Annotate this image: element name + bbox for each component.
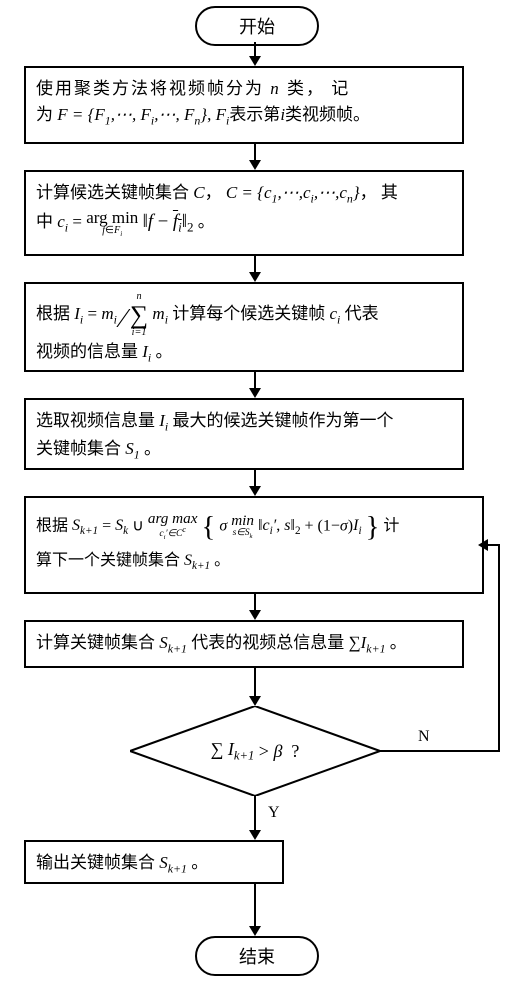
text: ， 其 [360, 183, 398, 202]
arrow-head-down-icon [249, 610, 261, 620]
text: 。 [390, 633, 407, 652]
text: 表示第 [229, 105, 280, 124]
var-sigma: σ [219, 517, 227, 534]
node-candset: 计算候选关键帧集合 C， C = {c1,⋯,ci,⋯,cn}， 其 中 ci … [24, 170, 464, 256]
text: 关键帧集合 [36, 439, 121, 458]
var-Ii: Ii [159, 411, 168, 430]
eq: = Sk ∪ [102, 517, 148, 534]
var-C: C [193, 183, 204, 202]
text: 类， 记 [287, 79, 350, 98]
text: 输出关键帧集合 [36, 853, 155, 872]
flowchart-canvas: 开始 使用聚类方法将视频帧分为 n 类， 记 为 F = {F1,⋯, Fi,⋯… [0, 0, 519, 1000]
arrow-head-left-icon [478, 539, 488, 551]
text: 代表的视频总信息量 [191, 633, 344, 652]
text: , [207, 105, 211, 124]
text: 。 [214, 552, 230, 569]
var-Sk1: Sk+1 [159, 853, 187, 872]
argmin: arg min f∈Fi [86, 209, 138, 238]
text: 类视频帧。 [285, 105, 370, 124]
text: 。 [144, 439, 161, 458]
arrow-head-down-icon [249, 926, 261, 936]
text: 。 [198, 212, 215, 231]
text: 根据 [36, 517, 68, 534]
text: 中 [36, 212, 57, 231]
brace-right-icon: } [366, 511, 380, 543]
cmp: > β ? [254, 741, 299, 762]
text: 代表 [345, 304, 379, 323]
text: 。 [155, 342, 172, 361]
var-Sk1: Sk+1 [72, 517, 98, 534]
edge-loop [380, 750, 500, 752]
var-ci: ci [330, 304, 341, 323]
node-output: 输出关键帧集合 Sk+1 。 [24, 840, 284, 884]
norm2: ‖ci′, s‖2 [258, 517, 301, 534]
text: 最大的候选关键帧作为第一个 [172, 411, 393, 430]
math: C = {c1,⋯,ci,⋯,cn} [226, 183, 360, 202]
var-Ii: Ii [74, 304, 83, 323]
plus: + (1−σ)Ii [305, 517, 362, 534]
argmax: arg max ci′∈Cc [148, 511, 198, 542]
text: 。 [191, 853, 208, 872]
var-Ii2: Ii [142, 342, 151, 361]
var-Sk1: Sk+1 [159, 633, 187, 652]
var-Sk1b: Sk+1 [184, 552, 210, 569]
text: 选取视频信息量 [36, 411, 155, 430]
var-n: n [270, 79, 281, 98]
text: 视频的信息量 [36, 342, 138, 361]
edge [254, 668, 256, 698]
arrow-head-down-icon [249, 160, 261, 170]
arrow-head-down-icon [249, 56, 261, 66]
text: 计 [383, 517, 399, 534]
edge-loop [486, 544, 500, 546]
node-total: 计算关键帧集合 Sk+1 代表的视频总信息量 ∑Ik+1 。 [24, 620, 464, 668]
brace-left-icon: { [201, 511, 215, 543]
arrow-head-down-icon [249, 272, 261, 282]
label-no: N [418, 728, 430, 746]
text: 算下一个关键帧集合 [36, 552, 180, 569]
node-start: 开始 [195, 6, 319, 46]
sumI: ∑Ik+1 [349, 633, 386, 652]
text: 使用聚类方法将视频帧分为 [36, 79, 264, 98]
edge [254, 796, 256, 832]
node-next: 根据 Sk+1 = Sk ∪ arg max ci′∈Cc { σ min s∈… [24, 496, 484, 594]
slash-icon: ⁄ [121, 303, 126, 333]
edge-loop [498, 545, 500, 752]
label-yes: Y [268, 804, 280, 822]
math-ci: ci [57, 212, 68, 231]
var-S1: S1 [125, 439, 139, 458]
norm: ‖f − fi‖2 [143, 211, 194, 232]
var-Fi: Fi [216, 105, 230, 124]
math: F = {F1,⋯, Fi,⋯, Fn} [57, 105, 207, 124]
node-first: 选取视频信息量 Ii 最大的候选关键帧作为第一个 关键帧集合 S1 。 [24, 398, 464, 470]
text: 根据 [36, 304, 70, 323]
end-label: 结束 [239, 943, 275, 969]
arrow-head-down-icon [249, 696, 261, 706]
node-cluster: 使用聚类方法将视频帧分为 n 类， 记 为 F = {F1,⋯, Fi,⋯, F… [24, 66, 464, 144]
node-end: 结束 [195, 936, 319, 976]
node-info: 根据 Ii = mi ⁄ n ∑ i=1 mi 计算每个候选关键帧 ci 代表 … [24, 282, 464, 372]
text: 计算关键帧集合 [36, 633, 155, 652]
start-label: 开始 [239, 13, 275, 39]
min: min s∈Sk [231, 513, 254, 541]
text: 计算每个候选关键帧 [172, 304, 325, 323]
eq: = mi [87, 304, 116, 323]
text: 为 [36, 105, 53, 124]
var-mi: mi [152, 304, 168, 323]
sum: n ∑ i=1 [130, 292, 148, 338]
arrow-head-down-icon [249, 388, 261, 398]
arrow-head-down-icon [249, 830, 261, 840]
arrow-head-down-icon [249, 486, 261, 496]
edge [254, 884, 256, 928]
sum-expr: ∑ Ik+1 [211, 739, 255, 764]
node-decision: ∑ Ik+1 > β ? [130, 706, 380, 796]
text: 计算候选关键帧集合 [36, 183, 189, 202]
eq-sign: = [72, 212, 86, 231]
